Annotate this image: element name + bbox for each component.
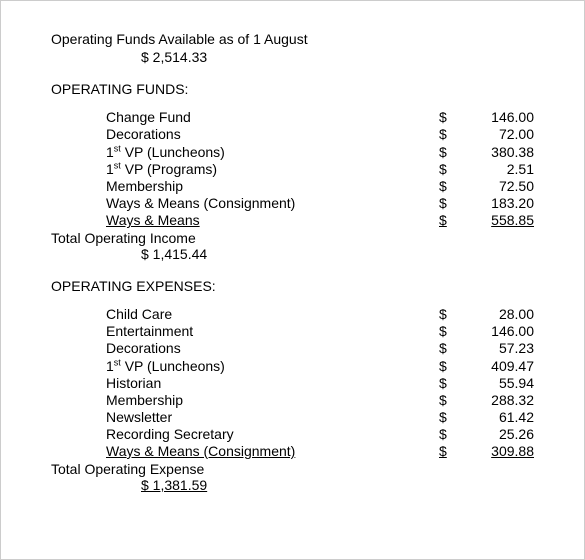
line-item: Historian$55.94 — [51, 375, 534, 391]
line-value: 146.00 — [469, 323, 534, 339]
line-label: Child Care — [51, 306, 439, 322]
line-item: Change Fund$146.00 — [51, 109, 534, 125]
line-item: Ways & Means (Consignment)$183.20 — [51, 195, 534, 211]
line-currency: $ — [439, 161, 469, 177]
line-currency: $ — [439, 340, 469, 356]
line-currency: $ — [439, 375, 469, 391]
line-item: Newsletter$61.42 — [51, 409, 534, 425]
line-item: Child Care$28.00 — [51, 306, 534, 322]
line-label: Decorations — [51, 126, 439, 142]
funds-total-label: Total Operating Income — [51, 230, 534, 246]
line-value: 55.94 — [469, 375, 534, 391]
line-currency: $ — [439, 144, 469, 160]
line-label: Historian — [51, 375, 439, 391]
expenses-total-label: Total Operating Expense — [51, 461, 534, 477]
header-amount: $ 2,514.33 — [51, 49, 534, 65]
line-value: 146.00 — [469, 109, 534, 125]
line-currency: $ — [439, 178, 469, 194]
line-label: 1st VP (Luncheons) — [51, 143, 439, 160]
line-value: 558.85 — [469, 212, 534, 228]
line-value: 183.20 — [469, 195, 534, 211]
line-item: Decorations$72.00 — [51, 126, 534, 142]
line-value: 72.50 — [469, 178, 534, 194]
line-currency: $ — [439, 212, 469, 228]
line-currency: $ — [439, 323, 469, 339]
expenses-total-amount: $ 1,381.59 — [51, 477, 534, 493]
line-label: Entertainment — [51, 323, 439, 339]
line-label: Ways & Means — [51, 212, 439, 228]
line-label: Change Fund — [51, 109, 439, 125]
line-label: Newsletter — [51, 409, 439, 425]
line-label: Membership — [51, 392, 439, 408]
line-value: 380.38 — [469, 144, 534, 160]
line-label: Decorations — [51, 340, 439, 356]
line-item: 1st VP (Luncheons)$409.47 — [51, 357, 534, 374]
line-currency: $ — [439, 443, 469, 459]
line-item: Ways & Means (Consignment)$309.88 — [51, 443, 534, 459]
line-value: 28.00 — [469, 306, 534, 322]
funds-total-amount: $ 1,415.44 — [51, 246, 534, 262]
funds-section-title: OPERATING FUNDS: — [51, 81, 534, 97]
line-label: Recording Secretary — [51, 426, 439, 442]
line-item: Membership$288.32 — [51, 392, 534, 408]
header-title: Operating Funds Available as of 1 August — [51, 31, 534, 47]
line-currency: $ — [439, 392, 469, 408]
line-value: 288.32 — [469, 392, 534, 408]
line-item: Entertainment$146.00 — [51, 323, 534, 339]
line-item: Decorations$57.23 — [51, 340, 534, 356]
line-item: Recording Secretary$25.26 — [51, 426, 534, 442]
line-item: Membership$72.50 — [51, 178, 534, 194]
line-currency: $ — [439, 409, 469, 425]
line-currency: $ — [439, 109, 469, 125]
line-item: Ways & Means$558.85 — [51, 212, 534, 228]
line-value: 309.88 — [469, 443, 534, 459]
line-value: 57.23 — [469, 340, 534, 356]
line-item: 1st VP (Luncheons)$380.38 — [51, 143, 534, 160]
line-label: Ways & Means (Consignment) — [51, 195, 439, 211]
line-currency: $ — [439, 126, 469, 142]
line-currency: $ — [439, 306, 469, 322]
line-label: Ways & Means (Consignment) — [51, 443, 439, 459]
expenses-section-title: OPERATING EXPENSES: — [51, 278, 534, 294]
line-label: Membership — [51, 178, 439, 194]
line-label: 1st VP (Luncheons) — [51, 357, 439, 374]
line-item: 1st VP (Programs)$2.51 — [51, 161, 534, 178]
expenses-list: Child Care$28.00Entertainment$146.00Deco… — [51, 306, 534, 459]
line-value: 25.26 — [469, 426, 534, 442]
line-value: 72.00 — [469, 126, 534, 142]
funds-list: Change Fund$146.00Decorations$72.001st V… — [51, 109, 534, 228]
line-value: 2.51 — [469, 161, 534, 177]
financial-report: { "header": { "title": "Operating Funds … — [0, 0, 585, 560]
line-value: 409.47 — [469, 358, 534, 374]
line-value: 61.42 — [469, 409, 534, 425]
line-currency: $ — [439, 358, 469, 374]
line-currency: $ — [439, 426, 469, 442]
line-currency: $ — [439, 195, 469, 211]
line-label: 1st VP (Programs) — [51, 161, 439, 178]
